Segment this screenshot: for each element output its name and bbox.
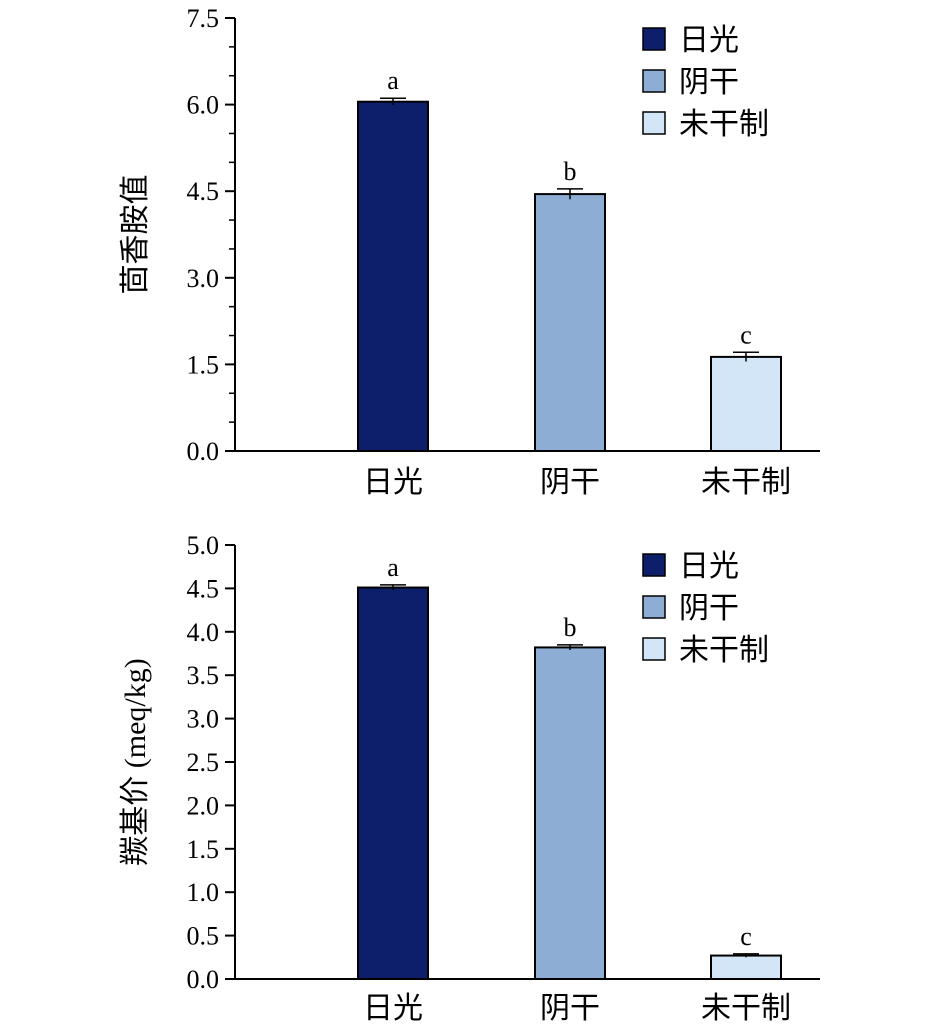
category-label: 未干制 [701, 992, 791, 1025]
y-tick-label: 3.5 [187, 661, 220, 690]
legend-swatch [642, 553, 666, 577]
significance-label: b [564, 157, 577, 186]
y-tick-label: 3.0 [187, 705, 220, 734]
y-tick-label: 2.5 [187, 748, 220, 777]
y-axis-label: 茴香胺值 [119, 175, 152, 295]
bar-2 [710, 954, 782, 981]
significance-label: a [387, 553, 399, 582]
legend-swatch [642, 27, 666, 51]
legend-swatch [642, 69, 666, 93]
y-tick-label: 4.5 [187, 177, 220, 206]
significance-label: a [387, 66, 399, 95]
y-tick-label: 7.5 [187, 4, 220, 33]
y-tick-label: 2.0 [187, 791, 220, 820]
legend-swatch [642, 637, 666, 661]
chart-carbonyl-value: 0.0 0.5 1.0 1.5 2.0 2.5 3.0 3.5 4.0 4.5 5.0 羰基价 (me… [119, 531, 820, 1025]
y-tick-label: 1.5 [187, 835, 220, 864]
significance-label: b [564, 613, 577, 642]
y-axis-label: 羰基价 (meq/kg) [119, 658, 152, 865]
bar-2 [710, 355, 782, 452]
legend-label: 日光 [679, 24, 739, 57]
legend-label: 日光 [679, 550, 739, 583]
legend-label: 阴干 [679, 592, 739, 625]
y-tick-label: 0.0 [187, 965, 220, 994]
bar-0 [357, 100, 429, 452]
y-tick-label: 6.0 [187, 91, 220, 120]
legend-swatch [642, 595, 666, 619]
legend-label: 阴干 [679, 66, 739, 99]
legend-label: 未干制 [679, 108, 769, 141]
significance-label: c [740, 320, 752, 349]
y-tick-label: 5.0 [187, 531, 220, 560]
category-label: 日光 [363, 992, 423, 1025]
y-tick-label: 0.0 [187, 437, 220, 466]
significance-label: c [740, 922, 752, 951]
bar-1 [534, 193, 606, 452]
y-tick-label: 1.5 [187, 350, 220, 379]
bar-1 [534, 646, 606, 980]
y-tick-label: 1.0 [187, 878, 220, 907]
y-tick-label: 4.5 [187, 574, 220, 603]
bar-0 [357, 586, 429, 980]
legend-swatch [642, 111, 666, 135]
y-tick-label: 3.0 [187, 264, 220, 293]
y-tick-label: 4.0 [187, 618, 220, 647]
category-label: 阴干 [540, 992, 600, 1025]
y-tick-label: 0.5 [187, 922, 220, 951]
category-label: 未干制 [701, 466, 791, 499]
category-label: 阴干 [540, 466, 600, 499]
legend-label: 未干制 [679, 634, 769, 667]
category-label: 日光 [363, 466, 423, 499]
